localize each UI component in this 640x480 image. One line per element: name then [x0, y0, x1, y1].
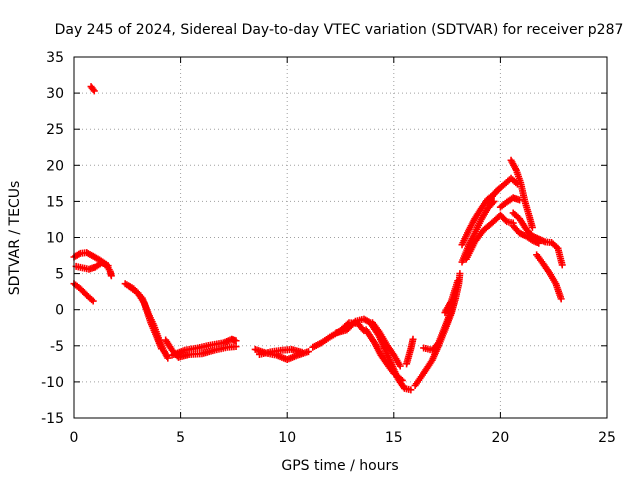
data-point [456, 270, 464, 278]
data-point [409, 335, 417, 343]
axis-ticks [73, 56, 608, 419]
data-point [157, 345, 165, 353]
data-point [90, 87, 98, 95]
y-tick-label: -10 [41, 375, 64, 391]
x-tick-label: 15 [385, 430, 403, 446]
data-point [396, 362, 404, 370]
data-points [70, 83, 566, 394]
data-point [89, 85, 97, 93]
y-tick-label: -15 [41, 411, 64, 427]
data-point [107, 272, 115, 280]
x-tick-label: 10 [278, 430, 296, 446]
x-tick-label: 0 [70, 430, 79, 446]
data-point [454, 277, 462, 285]
y-tick-label: 5 [55, 267, 64, 283]
data-point [104, 262, 112, 270]
data-point [535, 239, 543, 247]
x-axis-label: GPS time / hours [281, 458, 398, 474]
y-tick-label: 35 [46, 50, 64, 66]
data-point [89, 297, 97, 305]
tick-labels: 0 5 10 15 20 25 -15 -10 -5 0 5 10 15 20 25 30 35 [41, 50, 616, 446]
y-tick-label: 25 [46, 122, 64, 138]
data-point [305, 348, 313, 356]
y-axis-label: SDTVAR / TECUs [7, 181, 23, 296]
x-tick-label: 25 [598, 430, 616, 446]
data-point [350, 319, 358, 327]
data-point [232, 337, 240, 345]
data-point [164, 354, 172, 362]
y-tick-label: 20 [46, 158, 64, 174]
data-point [528, 223, 536, 231]
data-point [407, 386, 415, 394]
data-point [397, 375, 405, 383]
data-point [298, 348, 306, 356]
y-tick-label: 10 [46, 231, 64, 247]
data-point [558, 261, 566, 269]
y-tick-label: 0 [55, 303, 64, 319]
y-tick-label: 30 [46, 86, 64, 102]
y-tick-label: 15 [46, 194, 64, 210]
y-tick-label: -5 [50, 339, 64, 355]
grid [74, 57, 607, 418]
x-tick-label: 5 [176, 430, 185, 446]
x-tick-label: 20 [491, 430, 509, 446]
data-point [398, 376, 406, 384]
chart-title: Day 245 of 2024, Sidereal Day-to-day VTE… [55, 22, 624, 38]
data-point [557, 295, 565, 303]
